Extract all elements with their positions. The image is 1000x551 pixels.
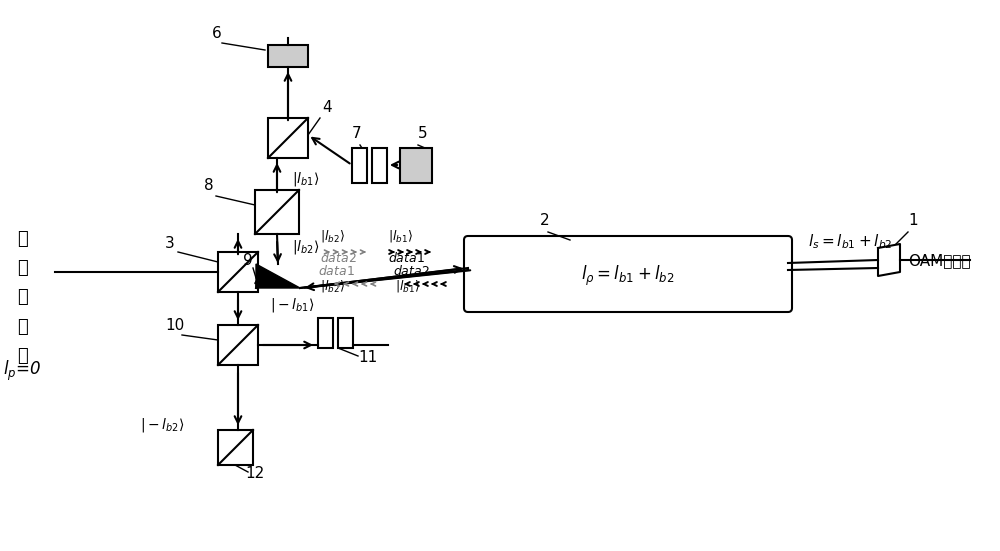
- Text: 12: 12: [245, 466, 264, 481]
- Text: $data2$: $data2$: [320, 251, 357, 265]
- FancyBboxPatch shape: [464, 236, 792, 312]
- Bar: [255, 190, 299, 234]
- Bar: [268, 45, 308, 67]
- Text: 高
斯
泵
浦
光: 高 斯 泵 浦 光: [17, 230, 27, 365]
- Text: $data1$: $data1$: [388, 251, 425, 265]
- Text: 5: 5: [418, 126, 428, 141]
- Text: $|l_{b1}\rangle$: $|l_{b1}\rangle$: [388, 229, 413, 245]
- Bar: [400, 148, 432, 183]
- Text: $|l_{b1}\rangle$: $|l_{b1}\rangle$: [395, 278, 420, 294]
- Bar: [218, 252, 258, 292]
- Text: $data2$: $data2$: [393, 264, 430, 278]
- Bar: [372, 148, 387, 183]
- Text: 6: 6: [212, 26, 222, 41]
- Polygon shape: [878, 244, 900, 276]
- Text: 11: 11: [358, 350, 377, 365]
- Text: $l_p$=0: $l_p$=0: [3, 359, 41, 383]
- Text: $l_s = l_{b1} + l_{b2}$: $l_s = l_{b1} + l_{b2}$: [808, 232, 893, 251]
- Text: 10: 10: [165, 318, 184, 333]
- Text: 7: 7: [352, 126, 362, 141]
- Bar: [352, 148, 367, 183]
- Text: 4: 4: [322, 100, 332, 115]
- Text: $|l_{b1}\rangle$: $|l_{b1}\rangle$: [292, 170, 319, 188]
- Bar: [218, 325, 258, 365]
- Text: 1: 1: [908, 213, 918, 228]
- Bar: [338, 318, 353, 348]
- Bar: [318, 318, 333, 348]
- Bar: [268, 118, 308, 158]
- Text: $|l_{b2}\rangle$: $|l_{b2}\rangle$: [320, 278, 345, 294]
- Bar: [218, 430, 253, 465]
- Text: $l_\rho = l_{b1} + l_{b2}$: $l_\rho = l_{b1} + l_{b2}$: [581, 264, 675, 288]
- Text: OAM种子光: OAM种子光: [908, 253, 971, 268]
- Text: 2: 2: [540, 213, 550, 228]
- Polygon shape: [256, 264, 300, 288]
- Text: 8: 8: [204, 178, 214, 193]
- Text: $data1$: $data1$: [318, 264, 355, 278]
- Text: $|-l_{b1}\rangle$: $|-l_{b1}\rangle$: [270, 295, 314, 314]
- Text: $|l_{b2}\rangle$: $|l_{b2}\rangle$: [320, 229, 345, 245]
- Text: 9: 9: [243, 253, 253, 268]
- Text: 3: 3: [165, 236, 175, 251]
- Text: $|l_{b2}\rangle$: $|l_{b2}\rangle$: [292, 237, 319, 256]
- Text: $|-l_{b2}\rangle$: $|-l_{b2}\rangle$: [140, 415, 184, 434]
